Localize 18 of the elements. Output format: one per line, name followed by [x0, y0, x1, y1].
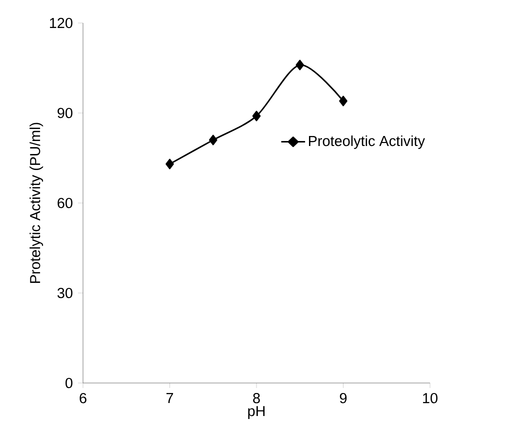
y-tick-label: 120 [50, 18, 72, 28]
point [296, 60, 304, 70]
y-tick-label: 90 [58, 108, 72, 118]
point [166, 158, 174, 170]
y-axis-title: Protelytic Activity (PU/ml) [30, 122, 44, 283]
x-axis-title: pH [248, 406, 265, 420]
x-tick-label: 8 [253, 393, 260, 404]
x-tick-label: 7 [166, 393, 174, 403]
y-tick-label: 30 [57, 288, 72, 298]
x-tick-label: 9 [340, 393, 347, 404]
x-tick-label: 10 [423, 393, 438, 404]
point [339, 96, 348, 106]
x-tick-label: 6 [80, 393, 86, 404]
point [209, 134, 218, 146]
point [252, 110, 261, 122]
y-tick-label: 0 [66, 378, 72, 388]
legend-label: Proteolytic Activity [308, 135, 425, 149]
y-tick-label: 60 [58, 198, 72, 208]
